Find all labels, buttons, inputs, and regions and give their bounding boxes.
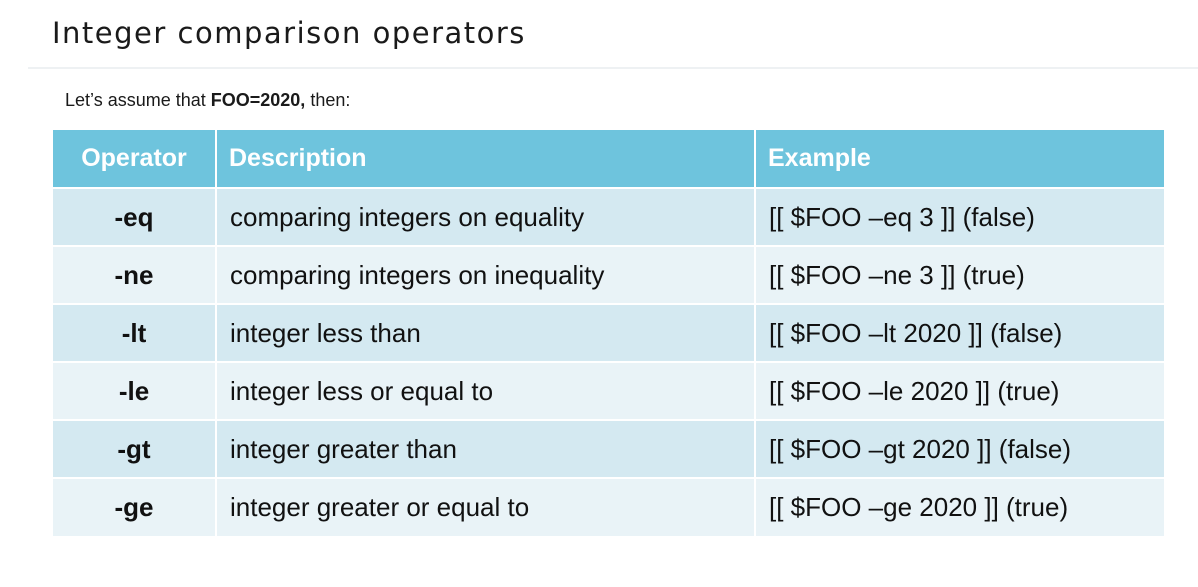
operator-cell: -gt [53,420,217,478]
example-cell: [[ $FOO –le 2020 ]] (true) [769,375,1060,406]
description-cell: comparing integers on equality [216,188,756,246]
description-cell: integer greater than [216,420,756,478]
example-cell: [[ $FOO –ne 3 ]] (true) [769,259,1025,290]
header-description: Description [216,130,756,188]
intro-text-end: then: [305,90,351,110]
example-cell: [[ $FOO –eq 3 ]] (false) [769,201,1035,232]
description-cell: integer greater or equal to [216,478,756,536]
example-cell: [[ $FOO –ge 2020 ]] (true) [769,492,1069,522]
intro-text: Let’s assume that FOO=2020, then: [65,90,350,111]
header-example: Example [768,144,871,172]
table-row: -gt integer greater than [[ $FOO –gt 202… [53,420,1164,478]
operator-cell: -eq [53,188,217,246]
intro-variable: FOO=2020, [210,90,306,110]
table-row: -le integer less or equal to [[ $FOO –le… [53,362,1164,420]
table-header-row: Operator Description Example [53,130,1164,188]
operator-cell: -ge [53,478,217,536]
example-cell: [[ $FOO –gt 2020 ]] (false) [769,433,1072,464]
header-operator: Operator [53,130,217,188]
page-title: Integer comparison operators [52,16,526,50]
example-cell: [[ $FOO –lt 2020 ]] (false) [769,317,1063,348]
operator-cell: -ne [53,246,217,304]
description-cell: integer less than [216,304,756,362]
description-cell: integer less or equal to [216,362,756,420]
table-row: -ge integer greater or equal to [[ $FOO … [53,478,1164,536]
operator-cell: -le [53,362,217,420]
table-row: -eq comparing integers on equality [[ $F… [53,188,1164,246]
table-row: -lt integer less than [[ $FOO –lt 2020 ]… [53,304,1164,362]
description-cell: comparing integers on inequality [216,246,756,304]
title-divider [28,67,1198,69]
intro-text-start: Let’s assume that [65,90,211,110]
table-row: -ne comparing integers on inequality [[ … [53,246,1164,304]
operators-table: Operator Description Example -eq compari… [53,130,1164,536]
operator-cell: -lt [53,304,217,362]
